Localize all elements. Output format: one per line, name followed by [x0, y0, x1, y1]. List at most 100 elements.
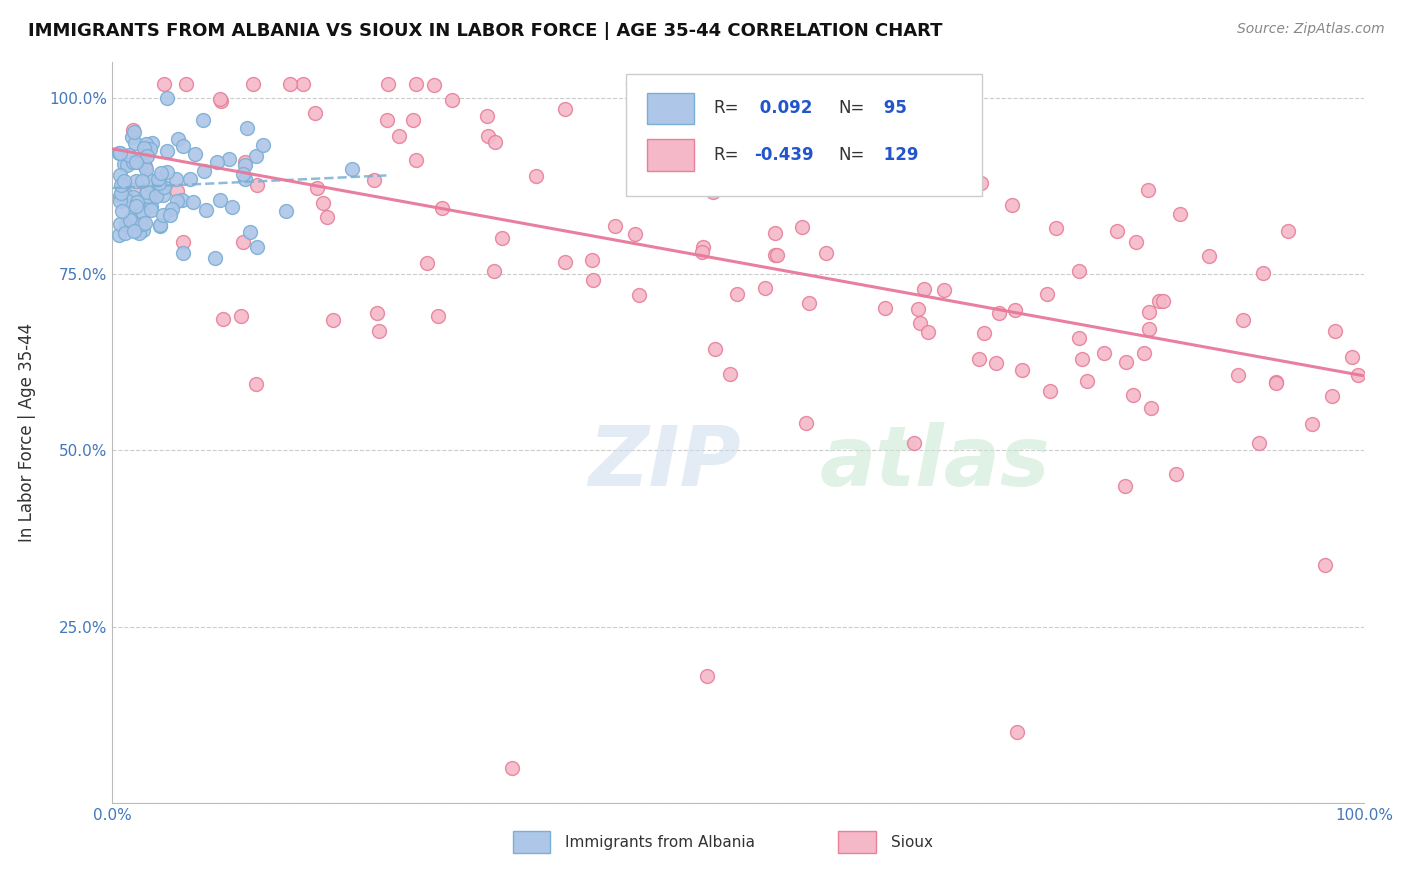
Point: [932, 283, 955, 297]
Point: [152, 208, 174, 222]
Point: [110, 178, 132, 192]
Point: [134, 216, 156, 230]
Point: [986, 356, 1008, 370]
Point: [1249, 436, 1271, 450]
Point: [122, 224, 145, 238]
Point: [794, 416, 817, 430]
Point: [1125, 235, 1147, 249]
Point: [125, 174, 148, 188]
Point: [115, 217, 138, 231]
Point: [800, 140, 823, 154]
Point: [725, 286, 748, 301]
Point: [1039, 384, 1062, 398]
Point: [422, 78, 444, 92]
Point: [790, 220, 813, 235]
Point: [554, 102, 576, 116]
Point: [235, 158, 257, 172]
Point: [402, 112, 425, 127]
Point: [160, 202, 183, 216]
Point: [624, 227, 647, 242]
Point: [135, 136, 157, 151]
Point: [973, 326, 995, 341]
Point: [763, 248, 786, 262]
Bar: [513, 831, 550, 853]
Point: [152, 179, 174, 194]
Point: [1067, 264, 1090, 278]
Point: [118, 213, 141, 227]
Point: [148, 177, 170, 191]
Point: [122, 183, 145, 197]
Point: [108, 146, 131, 161]
Point: [1007, 725, 1029, 739]
Point: [129, 207, 152, 221]
Point: [112, 174, 135, 188]
Point: [159, 208, 181, 222]
Point: [1149, 294, 1171, 309]
Point: [122, 123, 145, 137]
Point: [603, 219, 626, 233]
Point: [172, 245, 194, 260]
Point: [292, 77, 315, 91]
Bar: [838, 831, 876, 853]
Point: [912, 282, 935, 296]
Point: [763, 226, 786, 240]
Point: [141, 203, 163, 218]
Point: [131, 174, 153, 188]
Point: [484, 136, 506, 150]
Point: [274, 203, 297, 218]
Point: [242, 77, 264, 91]
Point: [554, 255, 576, 269]
Point: [366, 306, 388, 320]
Point: [122, 210, 145, 224]
Point: [312, 195, 335, 210]
Point: [1277, 224, 1299, 238]
Point: [172, 193, 194, 207]
Text: Source: ZipAtlas.com: Source: ZipAtlas.com: [1237, 22, 1385, 37]
Point: [1341, 350, 1364, 364]
Point: [179, 171, 201, 186]
Point: [108, 228, 131, 243]
Point: [245, 376, 267, 391]
Point: [193, 164, 215, 178]
Point: [233, 155, 256, 169]
Point: [114, 226, 136, 240]
Point: [118, 147, 141, 161]
Point: [122, 154, 145, 169]
Point: [141, 136, 163, 151]
Point: [967, 351, 990, 366]
Point: [145, 188, 167, 202]
Point: [477, 129, 499, 144]
Point: [388, 128, 411, 143]
Point: [1198, 249, 1220, 263]
Point: [184, 147, 207, 161]
Point: [110, 169, 132, 183]
Bar: [647, 93, 695, 124]
Point: [278, 77, 301, 91]
Point: [368, 324, 391, 338]
Point: [152, 188, 174, 202]
Point: [191, 112, 214, 127]
Point: [789, 178, 811, 193]
Point: [801, 77, 824, 91]
Point: [135, 145, 157, 160]
Point: [148, 219, 170, 233]
Point: [482, 264, 505, 278]
Point: [1168, 207, 1191, 221]
Point: [108, 146, 131, 161]
Point: [524, 169, 547, 184]
Point: [110, 186, 132, 201]
Point: [246, 178, 269, 192]
Point: [1105, 224, 1128, 238]
Y-axis label: In Labor Force | Age 35-44: In Labor Force | Age 35-44: [18, 323, 35, 542]
Point: [134, 141, 156, 155]
Point: [377, 77, 399, 91]
Point: [908, 316, 931, 330]
Point: [124, 125, 146, 139]
Point: [246, 240, 269, 254]
Point: [432, 202, 454, 216]
Point: [1001, 198, 1024, 212]
Point: [108, 188, 131, 202]
Point: [650, 156, 672, 170]
Point: [754, 77, 776, 91]
Point: [1232, 313, 1254, 327]
